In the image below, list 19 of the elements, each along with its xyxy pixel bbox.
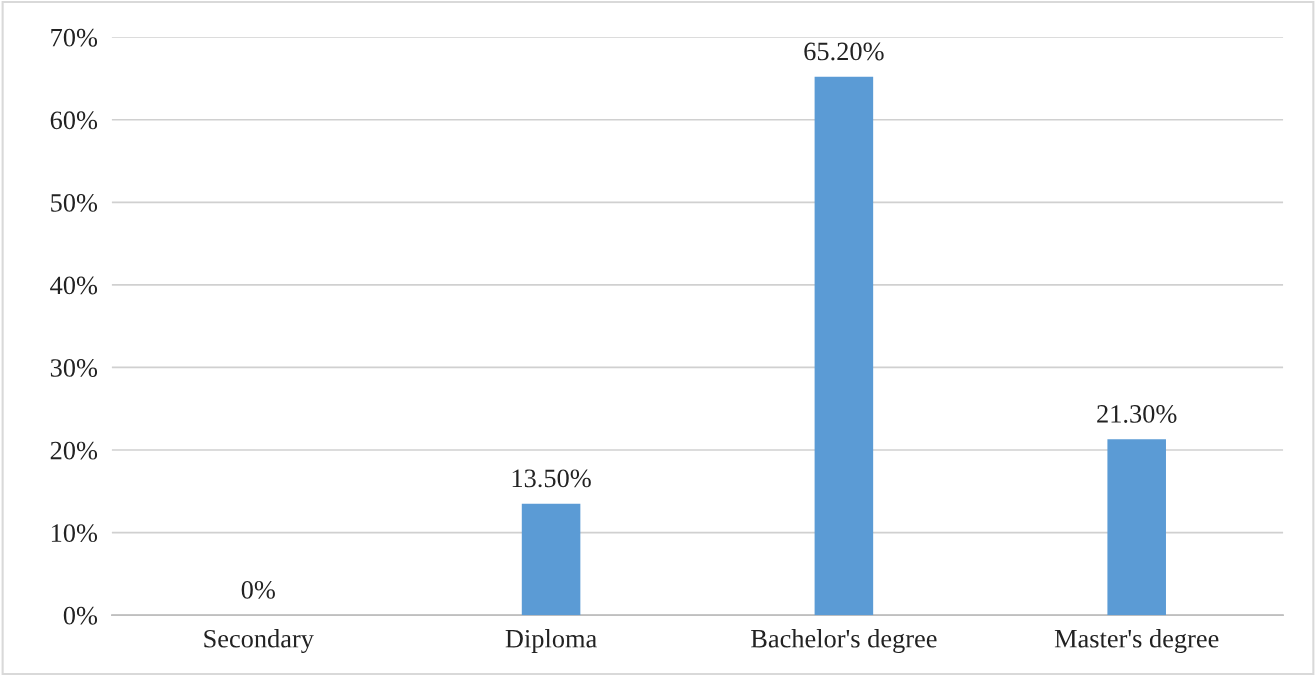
data-label: 13.50% — [512, 469, 591, 488]
y-tick-label: 10% — [51, 524, 98, 543]
bar — [521, 503, 581, 616]
x-tick-label: Secondary — [204, 629, 314, 654]
x-tick-label: Diploma — [505, 629, 597, 653]
y-tick-label: 40% — [50, 276, 98, 295]
bar — [1107, 439, 1166, 616]
y-tick-label: 0% — [63, 606, 98, 625]
bar — [814, 76, 874, 616]
data-label: 21.30% — [1097, 405, 1177, 423]
y-tick-label: 30% — [50, 359, 98, 377]
y-tick-label: 20% — [50, 441, 98, 460]
data-label: 65.20% — [804, 42, 884, 61]
x-tick-label: Bachelor's degree — [751, 629, 937, 654]
x-tick-label: Master's degree — [1054, 629, 1219, 654]
y-tick-label: 50% — [51, 193, 98, 212]
y-tick-label: 70% — [51, 28, 98, 47]
y-tick-label: 60% — [50, 111, 98, 130]
data-label: 0% — [241, 580, 275, 599]
